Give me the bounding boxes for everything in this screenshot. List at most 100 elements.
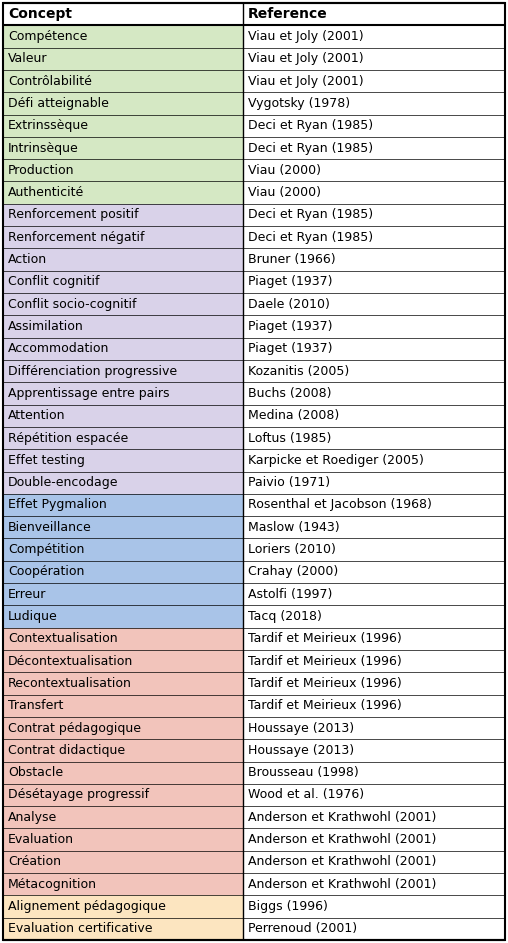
Text: Obstacle: Obstacle xyxy=(8,766,63,779)
Bar xyxy=(3,672,243,695)
Bar xyxy=(3,271,243,293)
Text: Attention: Attention xyxy=(8,409,66,422)
Bar xyxy=(3,583,243,605)
Text: Défi atteignable: Défi atteignable xyxy=(8,97,109,110)
Bar xyxy=(3,806,243,829)
Bar xyxy=(3,628,243,650)
Text: Buchs (2008): Buchs (2008) xyxy=(248,387,331,400)
Text: Deci et Ryan (1985): Deci et Ryan (1985) xyxy=(248,208,373,222)
Text: Action: Action xyxy=(8,253,47,266)
Bar xyxy=(3,739,243,762)
Text: Viau et Joly (2001): Viau et Joly (2001) xyxy=(248,30,364,43)
Text: Accommodation: Accommodation xyxy=(8,342,109,356)
Text: Renforcement négatif: Renforcement négatif xyxy=(8,231,144,243)
Bar xyxy=(3,449,243,472)
Text: Piaget (1937): Piaget (1937) xyxy=(248,275,332,289)
Bar xyxy=(3,181,243,204)
Text: Tardif et Meirieux (1996): Tardif et Meirieux (1996) xyxy=(248,654,402,668)
Text: Houssaye (2013): Houssaye (2013) xyxy=(248,721,354,735)
Bar xyxy=(243,315,505,338)
Bar xyxy=(243,695,505,717)
Text: Viau et Joly (2001): Viau et Joly (2001) xyxy=(248,74,364,88)
Bar xyxy=(3,3,505,25)
Text: Création: Création xyxy=(8,855,61,869)
Bar xyxy=(3,159,243,181)
Bar xyxy=(3,918,243,940)
Text: Tardif et Meirieux (1996): Tardif et Meirieux (1996) xyxy=(248,700,402,712)
Text: Bruner (1966): Bruner (1966) xyxy=(248,253,336,266)
Bar xyxy=(243,449,505,472)
Bar xyxy=(243,873,505,896)
Bar xyxy=(3,248,243,271)
Text: Viau (2000): Viau (2000) xyxy=(248,186,321,199)
Text: Production: Production xyxy=(8,164,75,177)
Text: Coopération: Coopération xyxy=(8,566,84,578)
Bar xyxy=(243,405,505,427)
Text: Désétayage progressif: Désétayage progressif xyxy=(8,788,149,802)
Text: Tacq (2018): Tacq (2018) xyxy=(248,610,322,623)
Text: Medina (2008): Medina (2008) xyxy=(248,409,339,422)
Bar xyxy=(243,717,505,739)
Bar xyxy=(243,248,505,271)
Bar xyxy=(243,516,505,538)
Text: Piaget (1937): Piaget (1937) xyxy=(248,320,332,333)
Text: Anderson et Krathwohl (2001): Anderson et Krathwohl (2001) xyxy=(248,833,436,846)
Text: Conflit socio-cognitif: Conflit socio-cognitif xyxy=(8,298,137,310)
Text: Brousseau (1998): Brousseau (1998) xyxy=(248,766,359,779)
Bar xyxy=(3,762,243,784)
Text: Crahay (2000): Crahay (2000) xyxy=(248,566,338,578)
Text: Ludique: Ludique xyxy=(8,610,58,623)
Bar xyxy=(3,137,243,159)
Text: Viau et Joly (2001): Viau et Joly (2001) xyxy=(248,52,364,65)
Bar xyxy=(243,47,505,70)
Text: Deci et Ryan (1985): Deci et Ryan (1985) xyxy=(248,141,373,155)
Text: Paivio (1971): Paivio (1971) xyxy=(248,476,330,489)
Bar xyxy=(3,516,243,538)
Text: Houssaye (2013): Houssaye (2013) xyxy=(248,744,354,757)
Bar xyxy=(3,784,243,806)
Text: Kozanitis (2005): Kozanitis (2005) xyxy=(248,365,349,377)
Bar xyxy=(3,360,243,382)
Bar xyxy=(243,918,505,940)
Text: Contextualisation: Contextualisation xyxy=(8,633,118,645)
Bar xyxy=(243,762,505,784)
Text: Maslow (1943): Maslow (1943) xyxy=(248,521,339,534)
Bar xyxy=(3,315,243,338)
Bar xyxy=(3,382,243,405)
Bar xyxy=(3,896,243,918)
Text: Valeur: Valeur xyxy=(8,52,48,65)
Bar xyxy=(243,382,505,405)
Text: Evaluation certificative: Evaluation certificative xyxy=(8,922,152,935)
Bar xyxy=(3,538,243,561)
Bar xyxy=(3,92,243,114)
Text: Perrenoud (2001): Perrenoud (2001) xyxy=(248,922,357,935)
Bar xyxy=(243,92,505,114)
Bar xyxy=(3,829,243,851)
Bar xyxy=(243,739,505,762)
Text: Karpicke et Roediger (2005): Karpicke et Roediger (2005) xyxy=(248,454,424,467)
Bar xyxy=(243,583,505,605)
Text: Contrôlabilité: Contrôlabilité xyxy=(8,74,92,88)
Bar xyxy=(243,472,505,494)
Bar xyxy=(243,672,505,695)
Bar xyxy=(3,695,243,717)
Bar xyxy=(243,494,505,516)
Bar xyxy=(3,293,243,315)
Bar xyxy=(243,114,505,137)
Bar xyxy=(243,851,505,873)
Bar xyxy=(3,650,243,672)
Bar xyxy=(3,70,243,92)
Text: Deci et Ryan (1985): Deci et Ryan (1985) xyxy=(248,231,373,243)
Text: Viau (2000): Viau (2000) xyxy=(248,164,321,177)
Text: Reference: Reference xyxy=(248,8,328,21)
Text: Contrat didactique: Contrat didactique xyxy=(8,744,125,757)
Text: Astolfi (1997): Astolfi (1997) xyxy=(248,587,332,601)
Text: Evaluation: Evaluation xyxy=(8,833,74,846)
Bar xyxy=(243,159,505,181)
Text: Effet testing: Effet testing xyxy=(8,454,85,467)
Text: Tardif et Meirieux (1996): Tardif et Meirieux (1996) xyxy=(248,633,402,645)
Bar xyxy=(3,873,243,896)
Text: Biggs (1996): Biggs (1996) xyxy=(248,900,328,913)
Bar xyxy=(243,137,505,159)
Text: Apprentissage entre pairs: Apprentissage entre pairs xyxy=(8,387,170,400)
